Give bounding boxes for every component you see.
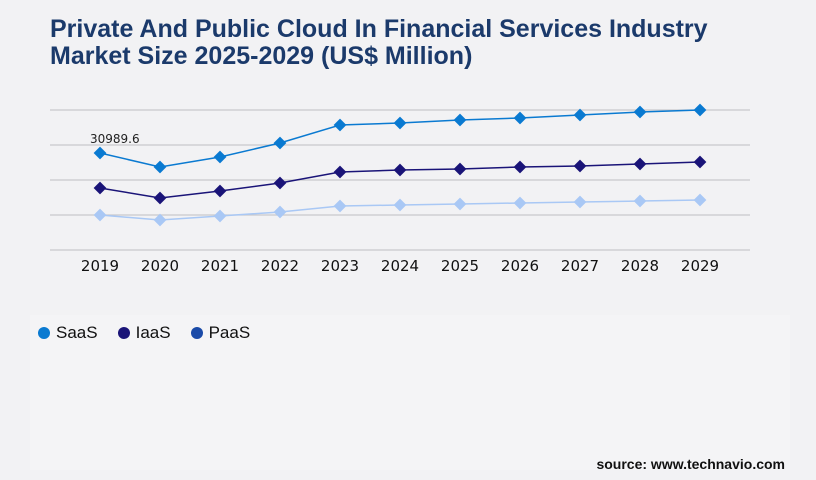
data-point-iaas	[153, 191, 167, 205]
data-point-saas	[693, 103, 707, 117]
legend-label: PaaS	[208, 323, 251, 342]
x-tick-label: 2026	[501, 257, 539, 275]
data-point-saas	[513, 111, 527, 125]
source-text: source: www.technavio.com	[596, 456, 785, 472]
data-point-iaas	[393, 163, 407, 177]
data-point-paas	[453, 197, 467, 211]
legend-marker-icon	[117, 327, 130, 339]
x-tick-label: 2029	[681, 257, 719, 275]
data-point-saas	[393, 116, 407, 130]
data-label: 30989.6	[90, 132, 140, 146]
data-point-saas	[153, 160, 167, 174]
data-point-iaas	[213, 184, 227, 198]
data-point-paas	[273, 205, 287, 219]
data-point-paas	[693, 193, 707, 207]
data-point-iaas	[573, 159, 587, 173]
legend-label: IaaS	[135, 323, 171, 342]
legend-item-iaas: IaaS	[117, 323, 171, 343]
data-point-saas	[633, 105, 647, 119]
legend-label: SaaS	[56, 323, 98, 342]
data-point-saas	[273, 136, 287, 150]
data-point-paas	[333, 199, 347, 213]
data-point-iaas	[693, 155, 707, 169]
legend-marker-icon	[190, 327, 203, 339]
data-point-saas	[333, 118, 347, 132]
legend-item-saas: SaaS	[38, 323, 98, 343]
data-point-paas	[93, 208, 107, 222]
x-tick-label: 2023	[321, 257, 359, 275]
x-tick-label: 2021	[201, 257, 239, 275]
data-point-paas	[153, 213, 167, 227]
data-point-iaas	[93, 181, 107, 195]
data-point-iaas	[273, 176, 287, 190]
data-point-saas	[213, 150, 227, 164]
x-tick-label: 2020	[141, 257, 179, 275]
data-point-iaas	[513, 160, 527, 174]
data-point-paas	[513, 196, 527, 210]
data-point-saas	[453, 113, 467, 127]
chart-title: Private And Public Cloud In Financial Se…	[50, 15, 708, 70]
legend: SaaS IaaS PaaS	[38, 323, 250, 343]
x-tick-label: 2027	[561, 257, 599, 275]
data-point-saas	[93, 146, 107, 160]
legend-item-paas: PaaS	[190, 323, 251, 343]
x-tick-label: 2028	[621, 257, 659, 275]
data-point-iaas	[453, 162, 467, 176]
x-tick-label: 2025	[441, 257, 479, 275]
data-point-paas	[213, 209, 227, 223]
legend-panel	[30, 315, 790, 470]
data-point-paas	[573, 195, 587, 209]
data-point-paas	[633, 194, 647, 208]
x-tick-label: 2024	[381, 257, 419, 275]
x-tick-label: 2019	[81, 257, 119, 275]
legend-marker-icon	[38, 327, 50, 339]
data-point-paas	[393, 198, 407, 212]
data-point-iaas	[633, 157, 647, 171]
data-point-iaas	[333, 165, 347, 179]
x-tick-label: 2022	[261, 257, 299, 275]
